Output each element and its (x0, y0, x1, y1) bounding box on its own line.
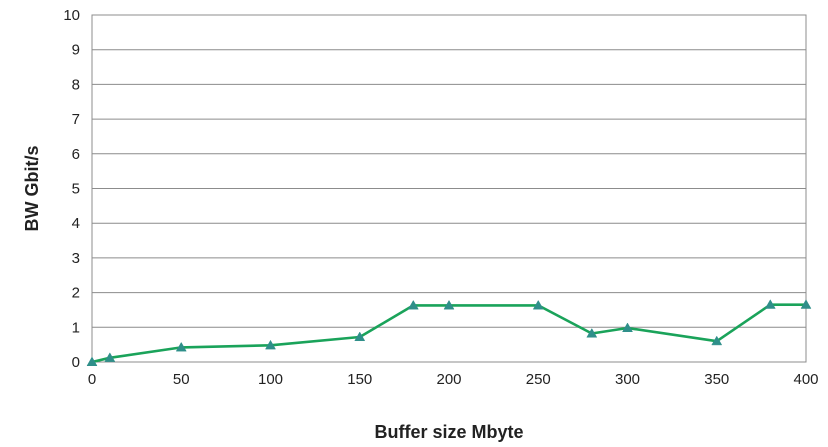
y-tick-label: 2 (72, 285, 80, 302)
data-point-marker (443, 299, 455, 310)
x-tick-label: 150 (347, 371, 372, 388)
data-point-marker (711, 335, 723, 346)
x-axis-tick-labels: 0 50 100 150 200 250 300 350 400 (88, 371, 819, 388)
plot-area-frame (91, 14, 807, 363)
x-tick-label: 50 (173, 371, 190, 388)
grid-lines (92, 14, 806, 363)
y-tick-label: 10 (63, 7, 80, 24)
x-tick-label: 100 (258, 371, 283, 388)
data-point-marker (175, 341, 187, 352)
x-tick-label: 0 (88, 371, 96, 388)
data-point-marker (622, 322, 633, 332)
y-tick-label: 1 (72, 319, 80, 336)
y-tick-label: 7 (72, 111, 80, 128)
x-tick-label: 250 (526, 371, 551, 388)
series-line (91, 303, 806, 364)
y-tick-label: 3 (72, 250, 80, 267)
y-tick-label: 0 (72, 354, 80, 371)
series-0 (86, 299, 812, 366)
y-tick-label: 9 (72, 42, 80, 59)
y-axis-title: BW Gbit/s (22, 146, 42, 232)
x-tick-label: 350 (704, 371, 729, 388)
data-point-marker (800, 299, 812, 309)
x-tick-label: 200 (436, 371, 461, 388)
y-axis-tick-labels: 0 1 2 3 4 5 6 7 8 9 10 (63, 7, 80, 371)
y-tick-label: 8 (72, 76, 80, 93)
data-point-marker (354, 331, 366, 342)
data-point-marker (407, 299, 419, 310)
data-point-marker (764, 299, 776, 309)
y-tick-label: 4 (72, 215, 80, 232)
y-tick-label: 5 (72, 181, 80, 198)
series-layer (86, 299, 812, 366)
data-point-marker (586, 328, 598, 338)
data-point-marker (104, 352, 116, 362)
y-tick-label: 6 (72, 146, 80, 163)
data-point-marker (86, 356, 98, 366)
x-tick-label: 400 (793, 371, 818, 388)
data-point-marker (532, 299, 544, 310)
x-axis-title: Buffer size Mbyte (374, 422, 523, 442)
data-point-marker (265, 339, 276, 350)
x-tick-label: 300 (615, 371, 640, 388)
